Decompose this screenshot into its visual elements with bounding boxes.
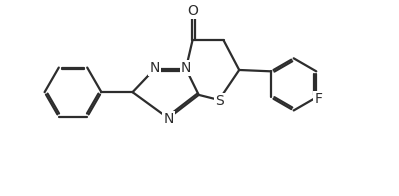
Text: N: N bbox=[150, 61, 160, 75]
Text: F: F bbox=[314, 92, 322, 106]
Text: N: N bbox=[163, 112, 174, 126]
Text: O: O bbox=[187, 4, 198, 18]
Text: N: N bbox=[181, 61, 191, 75]
Text: S: S bbox=[215, 94, 224, 108]
